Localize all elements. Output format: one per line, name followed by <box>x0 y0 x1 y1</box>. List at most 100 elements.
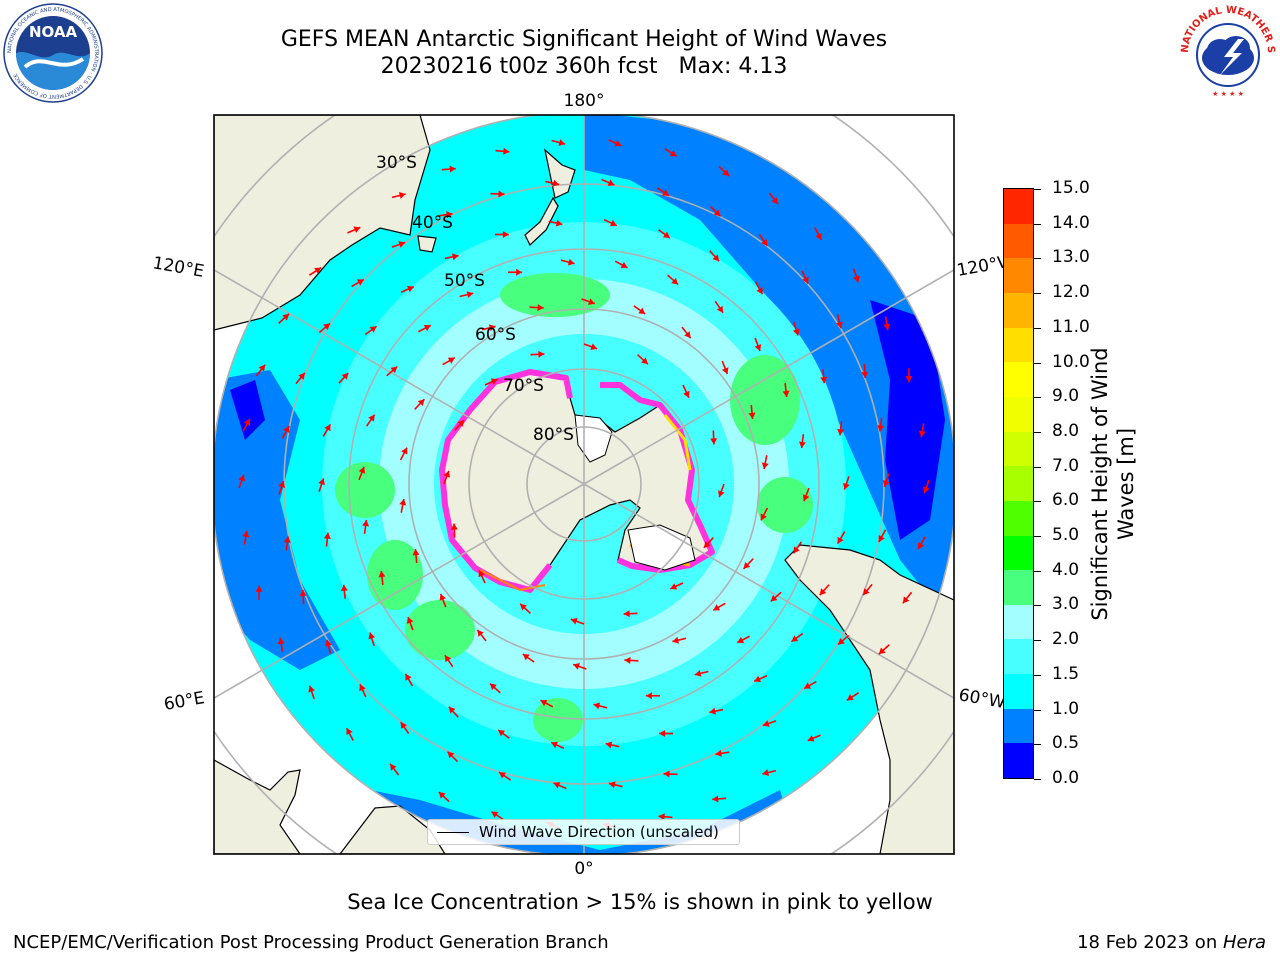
colorbar-segment <box>1004 189 1033 224</box>
colorbar-title: Significant Height of Wind Waves [m] <box>1087 347 1139 620</box>
wave-arrow <box>318 478 325 492</box>
colorbar-tick <box>1034 501 1041 503</box>
colorbar-tick-label: 12.0 <box>1052 282 1090 303</box>
colorbar-tick-label: 14.0 <box>1052 212 1090 233</box>
wave-arrow <box>438 791 450 803</box>
wave-arrow <box>318 322 331 334</box>
colorbar-tick <box>1034 362 1041 364</box>
wave-arrow <box>347 226 361 234</box>
colorbar-tick-label: 4.0 <box>1052 559 1080 580</box>
colorbar-tick <box>1034 223 1041 225</box>
lat-label-30s: 30°S <box>376 153 417 173</box>
footer-date-text: 18 Feb 2023 on <box>1077 932 1223 953</box>
wave-arrow <box>762 720 777 727</box>
wave-arrow <box>545 179 560 187</box>
wave-arrow <box>878 644 890 655</box>
wave-arrow <box>491 810 504 821</box>
wave-arrow <box>439 593 447 608</box>
wave-arrow <box>295 372 306 385</box>
wave-arrow <box>736 635 751 644</box>
wave-arrow <box>709 205 722 217</box>
wave-arrow <box>846 692 860 702</box>
colorbar-tick-label: 6.0 <box>1052 490 1080 511</box>
wave-arrow <box>519 603 531 614</box>
colorbar-tick-label: 5.0 <box>1052 525 1080 546</box>
lat-label-80s: 80°S <box>533 425 574 445</box>
wave-arrow <box>400 285 415 294</box>
colorbar-tick-label: 11.0 <box>1052 316 1090 337</box>
wave-arrow <box>446 751 459 763</box>
footer-host: Hera <box>1222 932 1266 953</box>
wave-arrow <box>861 364 869 379</box>
wave-arrow <box>714 300 724 314</box>
wave-arrow <box>814 227 823 241</box>
wave-arrow <box>624 656 639 664</box>
wave-arrow <box>508 268 523 276</box>
wave-arrow <box>836 531 846 545</box>
colorbar-segment <box>1004 674 1033 709</box>
wave-arrow <box>905 368 913 383</box>
colorbar-segment <box>1004 327 1033 363</box>
wave-arrow <box>658 813 673 821</box>
wave-arrow <box>667 274 679 286</box>
wave-arrow <box>715 749 730 757</box>
colorbar-tick <box>1034 605 1041 607</box>
wave-arrow <box>365 414 376 427</box>
colorbar-tick-label: 7.0 <box>1052 455 1080 476</box>
colorbar-segment <box>1004 570 1033 605</box>
wave-arrow <box>761 455 769 470</box>
wave-arrow <box>399 498 407 513</box>
wave-arrow <box>601 178 615 186</box>
lat-label-70s: 70°S <box>503 376 544 396</box>
wave-arrow <box>792 541 803 554</box>
wave-arrow <box>754 281 764 295</box>
wave-arrow <box>299 589 307 604</box>
wave-arrow <box>853 268 860 283</box>
colorbar-segment <box>1004 604 1033 640</box>
wave-arrow <box>560 258 575 266</box>
wave-arrow <box>530 350 545 358</box>
colorbar-tick <box>1034 258 1041 260</box>
colorbar-tick <box>1034 674 1041 676</box>
wave-arrow <box>442 357 456 366</box>
colorbar-tick <box>1034 536 1041 538</box>
wave-arrow <box>494 230 509 238</box>
wave-arrow <box>672 636 687 644</box>
wave-arrow <box>399 447 408 461</box>
wave-arrow <box>682 384 690 399</box>
wave-arrow <box>803 680 817 690</box>
wave-arrow <box>918 423 926 438</box>
wave-arrow <box>495 147 510 155</box>
wave-arrow <box>444 654 454 668</box>
footer-credit: NCEP/EMC/Verification Post Processing Pr… <box>13 932 609 953</box>
wave-arrow <box>391 192 406 199</box>
lon-label-120e: 120°E <box>151 253 205 282</box>
wave-arrow <box>448 706 459 718</box>
wave-arrow <box>917 536 926 550</box>
wave-arrow <box>570 617 585 625</box>
wave-arrow <box>386 365 398 377</box>
wave-arrow <box>656 187 670 197</box>
wave-arrow <box>478 569 486 584</box>
wave-arrow <box>721 360 729 375</box>
colorbar-title-line-2: Waves [m] <box>1114 427 1138 541</box>
colorbar-segment <box>1004 743 1033 778</box>
wave-arrow <box>658 229 671 239</box>
wave-arrow <box>645 692 660 700</box>
wave-arrow <box>608 139 622 147</box>
wave-arrow <box>308 266 322 276</box>
colorbar-tick <box>1034 570 1041 572</box>
lon-label-60e: 60°E <box>162 688 206 715</box>
wave-arrow <box>476 629 487 642</box>
wave-arrow <box>583 343 598 351</box>
colorbar-tick <box>1034 466 1041 468</box>
wave-arrow <box>782 383 790 398</box>
wave-arrow <box>323 532 331 547</box>
wave-arrow <box>802 487 810 502</box>
colorbar-tick <box>1034 327 1041 329</box>
wave-arrow <box>359 684 367 698</box>
wave-arrow <box>522 653 535 663</box>
colorbar-tick <box>1034 744 1041 746</box>
wave-arrow <box>843 476 850 490</box>
